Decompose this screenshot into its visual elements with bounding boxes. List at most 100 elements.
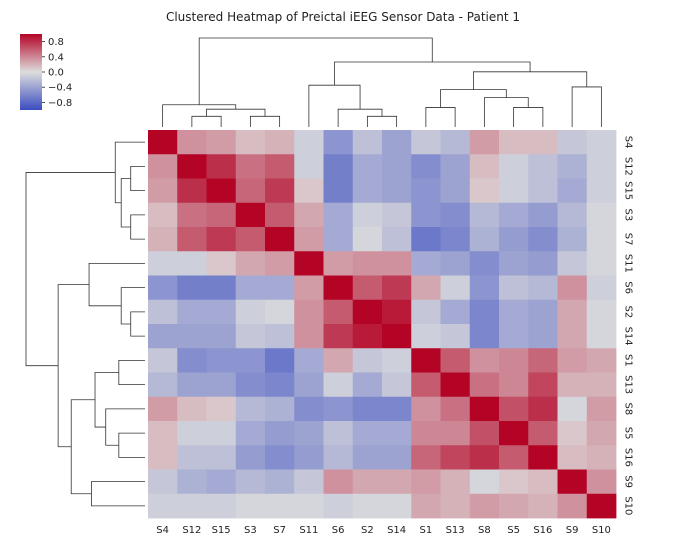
heatmap-cell: [469, 469, 500, 495]
y-axis-tick-labels: S4 S12 S15 S3 S7 S11 S6 S2 S14 S1 S13 S8 S5 S16 S9 S10: [623, 136, 634, 516]
y-tick-label: S9: [623, 475, 634, 488]
x-tick-label: S10: [592, 525, 611, 536]
heatmap-cell: [235, 130, 266, 155]
heatmap-cell: [323, 348, 354, 373]
heatmap-cell: [177, 299, 207, 325]
heatmap-cell: [206, 154, 237, 179]
heatmap-cell: [440, 154, 471, 179]
heatmap-cell: [528, 445, 558, 470]
heatmap-cell: [586, 324, 617, 349]
heatmap-cell: [469, 493, 500, 519]
heatmap-cell: [206, 299, 237, 325]
heatmap-cell: [382, 251, 412, 276]
heatmap-cell: [206, 178, 237, 204]
y-tick-label: S2: [623, 306, 634, 319]
heatmap-cell: [440, 178, 471, 204]
heatmap-cell: [440, 372, 471, 398]
heatmap-cell: [382, 348, 412, 373]
heatmap-cell: [265, 372, 295, 398]
heatmap-cell: [294, 154, 324, 179]
heatmap-cell: [499, 348, 529, 373]
heatmap-cell: [294, 445, 324, 470]
heatmap-cell: [352, 324, 383, 349]
heatmap-cell: [586, 348, 617, 373]
heatmap-cell: [557, 251, 588, 276]
heatmap-cell: [352, 178, 383, 204]
heatmap-cell: [411, 130, 441, 155]
heatmap-cell: [382, 372, 412, 398]
heatmap-cell: [323, 396, 354, 422]
heatmap-cell: [411, 178, 441, 204]
heatmap-cell: [265, 396, 295, 422]
heatmap-cell: [352, 493, 383, 519]
heatmap-cell: [294, 396, 324, 422]
heatmap-cell: [235, 202, 266, 228]
dendrogram-link: [308, 84, 361, 127]
heatmap-cell: [499, 275, 529, 301]
y-tick-label: S10: [623, 496, 634, 515]
colorbar-tick-label: −0.8: [48, 98, 72, 109]
heatmap-cell: [148, 130, 178, 155]
heatmap-cell: [265, 324, 295, 349]
y-tick-label: S11: [623, 254, 634, 273]
heatmap-cell: [499, 154, 529, 179]
heatmap-cell: [528, 469, 558, 495]
heatmap-cell: [294, 251, 324, 276]
heatmap-cell: [265, 130, 295, 155]
dendrogram-link: [130, 165, 145, 192]
heatmap-cell: [528, 154, 558, 179]
heatmap-cell: [177, 275, 207, 301]
heatmap-cell: [440, 493, 471, 519]
heatmap-cell: [235, 154, 266, 179]
heatmap-cell: [235, 421, 266, 446]
heatmap-cell: [206, 396, 237, 422]
heatmap-cell: [177, 202, 207, 228]
heatmap-cell: [148, 178, 178, 204]
y-tick-label: S14: [623, 327, 634, 346]
heatmap-cell: [206, 493, 237, 519]
heatmap-cell: [148, 372, 178, 398]
heatmap-cell: [352, 348, 383, 373]
heatmap-cell: [265, 154, 295, 179]
heatmap-cell: [586, 251, 617, 276]
heatmap-cell: [148, 324, 178, 349]
heatmap-cell: [557, 130, 588, 155]
heatmap-cell: [382, 227, 412, 252]
heatmap-cell: [586, 275, 617, 301]
row-dendrogram: [25, 141, 145, 507]
heatmap-cell: [411, 372, 441, 398]
dendrogram-link: [120, 287, 145, 325]
heatmap-cell: [323, 130, 354, 155]
x-tick-label: S7: [273, 525, 286, 536]
heatmap-cell: [411, 202, 441, 228]
heatmap-cell: [235, 372, 266, 398]
heatmap-cell: [586, 130, 617, 155]
heatmap-cell: [235, 324, 266, 349]
heatmap-cell: [352, 299, 383, 325]
heatmap-cell: [411, 421, 441, 446]
heatmap-cell: [382, 445, 412, 470]
heatmap-cell: [294, 202, 324, 228]
heatmap-cell: [148, 154, 178, 179]
heatmap-cell: [469, 324, 500, 349]
heatmap-cell: [148, 348, 178, 373]
heatmap-cell: [469, 227, 500, 252]
heatmap-cell: [206, 469, 237, 495]
heatmap-cell: [557, 202, 588, 228]
heatmap-cell: [382, 396, 412, 422]
heatmap-cell: [528, 493, 558, 519]
heatmap-cell: [265, 299, 295, 325]
heatmap-cell: [382, 493, 412, 519]
heatmap-cell: [206, 421, 237, 446]
heatmap-cell: [411, 445, 441, 470]
heatmap-cell: [440, 299, 471, 325]
y-tick-label: S12: [623, 157, 634, 176]
y-tick-label: S16: [623, 448, 634, 467]
heatmap-cell: [148, 251, 178, 276]
heatmap-cell: [440, 445, 471, 470]
heatmap-cell: [557, 445, 588, 470]
dendrogram-link: [70, 399, 96, 495]
heatmap-cell: [528, 299, 558, 325]
heatmap-cell: [352, 154, 383, 179]
heatmap-cell: [586, 421, 617, 446]
